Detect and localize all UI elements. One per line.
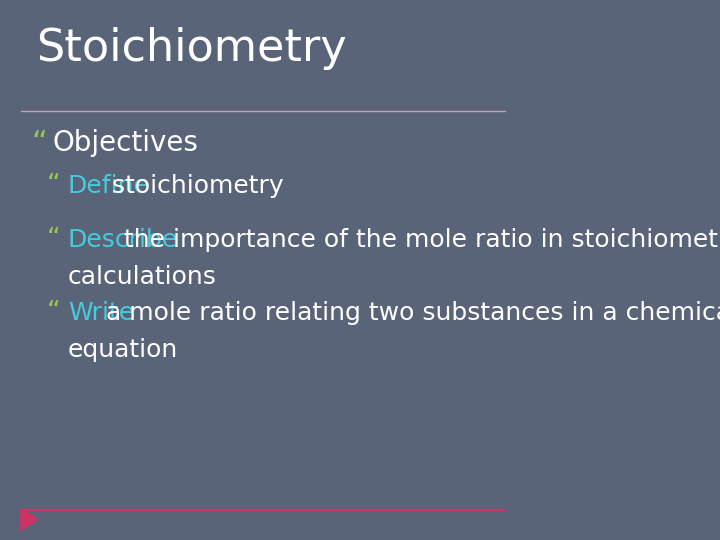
Text: stoichiometry: stoichiometry (104, 174, 283, 198)
Text: Stoichiometry: Stoichiometry (37, 27, 347, 70)
Text: the importance of the mole ratio in stoichiometric: the importance of the mole ratio in stoi… (116, 228, 720, 252)
Text: a mole ratio relating two substances in a chemical: a mole ratio relating two substances in … (98, 301, 720, 325)
Text: Define: Define (68, 174, 150, 198)
Text: calculations: calculations (68, 265, 217, 289)
Text: “: “ (47, 227, 60, 253)
Text: “: “ (31, 129, 47, 158)
Text: Objectives: Objectives (52, 129, 198, 157)
Polygon shape (21, 509, 38, 530)
Text: “: “ (47, 300, 60, 326)
Text: Describe: Describe (68, 228, 178, 252)
Text: Write: Write (68, 301, 134, 325)
Text: “: “ (47, 173, 60, 199)
Text: equation: equation (68, 338, 178, 362)
